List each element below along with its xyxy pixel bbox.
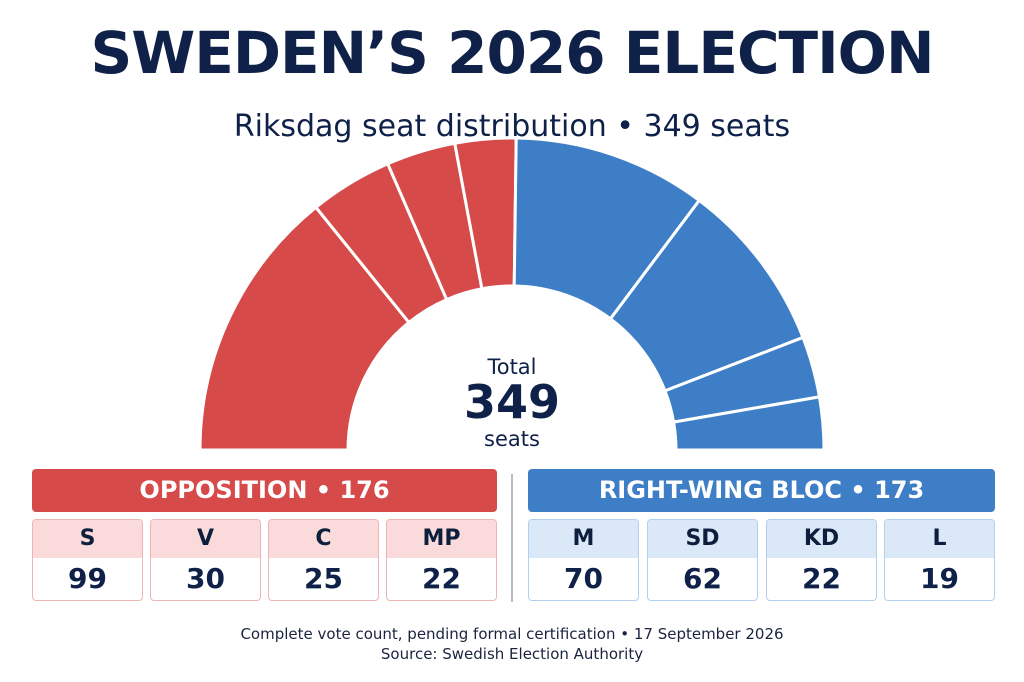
party-seats: 25 — [304, 562, 343, 595]
center-total-unit: seats — [484, 427, 540, 451]
party-seats: 30 — [186, 562, 225, 595]
party-seats: 22 — [802, 562, 841, 595]
party-abbr: KD — [767, 520, 876, 558]
seat-segment-l — [671, 395, 826, 452]
party-card-mp: MP 22 — [386, 519, 497, 601]
footer-note: Complete vote count, pending formal cert… — [240, 625, 784, 643]
party-card-l: L 19 — [884, 519, 995, 601]
opposition-header: OPPOSITION • 176 — [32, 469, 497, 512]
party-card-sd: SD 62 — [647, 519, 758, 601]
party-seats: 62 — [683, 562, 722, 595]
party-seats: 22 — [422, 562, 461, 595]
party-card-v: V 30 — [150, 519, 261, 601]
party-card-s: S 99 — [32, 519, 143, 601]
party-abbr: L — [885, 520, 994, 558]
party-abbr: V — [151, 520, 260, 558]
party-abbr: SD — [648, 520, 757, 558]
party-abbr: C — [269, 520, 378, 558]
seat-segment-s — [198, 205, 412, 452]
party-seats: 19 — [920, 562, 959, 595]
right-bloc-header: RIGHT-WING BLOC • 173 — [528, 469, 995, 512]
party-card-c: C 25 — [268, 519, 379, 601]
party-card-m: M 70 — [528, 519, 639, 601]
party-card-kd: KD 22 — [766, 519, 877, 601]
bloc-divider — [511, 474, 513, 602]
party-abbr: S — [33, 520, 142, 558]
party-abbr: MP — [387, 520, 496, 558]
party-abbr: M — [529, 520, 638, 558]
center-total-value: 349 — [464, 375, 560, 429]
center-total-label: Total — [486, 355, 536, 379]
page-title: SWEDEN’S 2026 ELECTION — [90, 19, 934, 87]
party-seats: 99 — [68, 562, 107, 595]
footer-source: Source: Swedish Election Authority — [380, 645, 644, 663]
party-seats: 70 — [564, 562, 603, 595]
